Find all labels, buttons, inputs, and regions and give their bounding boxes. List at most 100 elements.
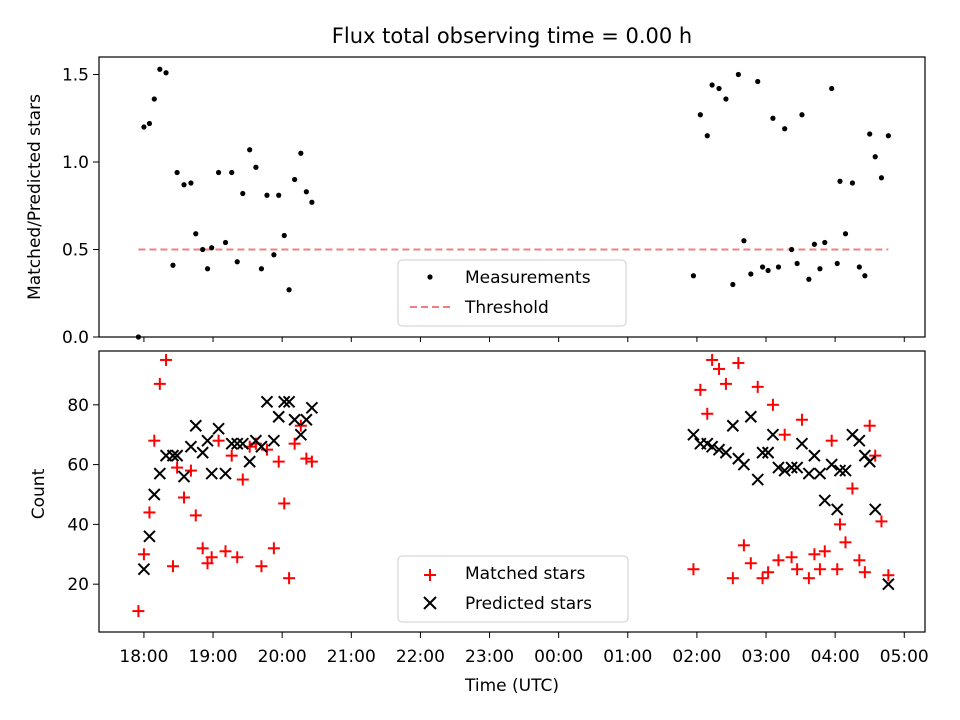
- predicted-star-point: [825, 458, 838, 471]
- predicted-star-point: [853, 434, 866, 447]
- legend-predicted-label: Predicted stars: [465, 594, 592, 614]
- measurement-point: [309, 199, 315, 205]
- predicted-star-point: [705, 440, 719, 453]
- predicted-star-point: [225, 437, 238, 450]
- matched-star-point: [791, 563, 804, 576]
- measurement-point: [690, 273, 697, 279]
- predicted-star-point: [282, 395, 296, 409]
- matched-star-point: [171, 461, 184, 474]
- matched-star-point: [833, 518, 846, 531]
- measurement-point: [170, 262, 176, 268]
- predicted-star-point: [219, 467, 232, 480]
- matched-star-point: [795, 413, 808, 426]
- predicted-star-point: [737, 458, 751, 471]
- predicted-star-point: [687, 428, 700, 441]
- x-tick-label: 23:00: [465, 647, 514, 667]
- measurement-point: [829, 85, 835, 92]
- measurement-point: [811, 241, 818, 247]
- matched-star-point: [808, 548, 821, 561]
- measurement-point: [799, 112, 805, 118]
- x-tick-label: 03:00: [742, 647, 791, 667]
- matched-star-point: [772, 554, 785, 567]
- matched-star-point: [839, 536, 852, 549]
- measurement-point: [151, 96, 157, 102]
- predicted-star-point: [833, 464, 847, 477]
- measurement-point: [837, 178, 843, 184]
- predicted-star-point: [255, 440, 268, 453]
- predicted-star-point: [231, 437, 244, 450]
- y-tick-label: 0.5: [62, 241, 89, 261]
- bottom-y-axis-label: Count: [29, 468, 49, 519]
- measurement-point: [141, 124, 147, 130]
- y-tick-label: 1.5: [62, 66, 89, 86]
- x-tick-label: 18:00: [119, 647, 168, 667]
- predicted-star-point: [170, 449, 184, 462]
- legend-matched-plus-icon: [424, 569, 436, 581]
- matched-star-point: [212, 434, 225, 447]
- y-tick-label: 60: [67, 456, 89, 476]
- matched-star-point: [132, 605, 145, 618]
- predicted-star-point: [166, 449, 180, 462]
- predicted-star-point: [148, 488, 161, 501]
- matched-star-point: [762, 566, 775, 579]
- matched-star-point: [160, 353, 173, 366]
- measurement-point: [862, 273, 868, 279]
- predicted-star-point: [212, 422, 225, 435]
- measurement-point: [794, 260, 800, 267]
- measurement-point: [174, 169, 180, 176]
- predicted-star-point: [712, 443, 726, 456]
- measurement-point: [253, 164, 259, 170]
- legend-measurements-dot-icon: [427, 274, 433, 280]
- measurement-point: [849, 180, 856, 186]
- predicted-star-point: [790, 461, 804, 474]
- matched-star-point: [825, 434, 838, 447]
- predicted-star-point: [772, 461, 785, 474]
- predicted-star-point: [201, 434, 214, 447]
- predicted-star-point: [785, 461, 798, 474]
- matched-star-point: [869, 449, 882, 462]
- measurement-point: [709, 82, 715, 88]
- measurement-point: [817, 266, 823, 272]
- matched-star-point: [189, 509, 202, 522]
- bottom-plot-marks: [132, 353, 895, 618]
- matched-star-point: [875, 515, 888, 528]
- measurement-point: [209, 245, 215, 251]
- top-y-axis-label: Matched/Predicted stars: [25, 94, 45, 300]
- matched-star-point: [288, 437, 301, 450]
- predicted-star-point: [305, 401, 319, 415]
- predicted-star-point: [744, 410, 758, 423]
- matched-star-point: [137, 548, 150, 561]
- matched-star-point: [732, 356, 745, 369]
- matched-star-point: [143, 506, 156, 519]
- measurement-point: [723, 96, 729, 102]
- matched-star-point: [756, 572, 769, 585]
- predicted-star-point: [184, 440, 198, 453]
- matched-star-point: [225, 449, 238, 462]
- legend-matched-label: Matched stars: [465, 564, 585, 584]
- x-tick-label: 01:00: [603, 647, 652, 667]
- predicted-star-point: [189, 419, 202, 432]
- matched-star-point: [178, 491, 191, 504]
- predicted-star-point: [143, 530, 156, 543]
- matched-star-point: [863, 419, 876, 432]
- measurement-point: [258, 266, 265, 272]
- predicted-star-point: [882, 577, 895, 591]
- measurement-point: [222, 239, 229, 246]
- matched-star-point: [751, 380, 764, 393]
- x-axis-label: Time (UTC): [464, 676, 559, 696]
- matched-star-point: [766, 398, 779, 411]
- matched-star-point: [260, 443, 273, 456]
- matched-star-point: [283, 572, 296, 585]
- measurement-point: [716, 85, 722, 92]
- measurement-point: [303, 189, 309, 195]
- measurement-point: [181, 182, 187, 188]
- measurement-point: [188, 180, 194, 186]
- measurement-point: [264, 192, 270, 198]
- y-tick-label: 0.0: [62, 328, 89, 348]
- predicted-star-point: [294, 428, 308, 441]
- measurement-point: [704, 133, 710, 139]
- measurement-point: [215, 169, 222, 176]
- matched-star-point: [778, 428, 791, 441]
- x-tick-label: 22:00: [396, 647, 445, 667]
- predicted-star-point: [778, 464, 791, 477]
